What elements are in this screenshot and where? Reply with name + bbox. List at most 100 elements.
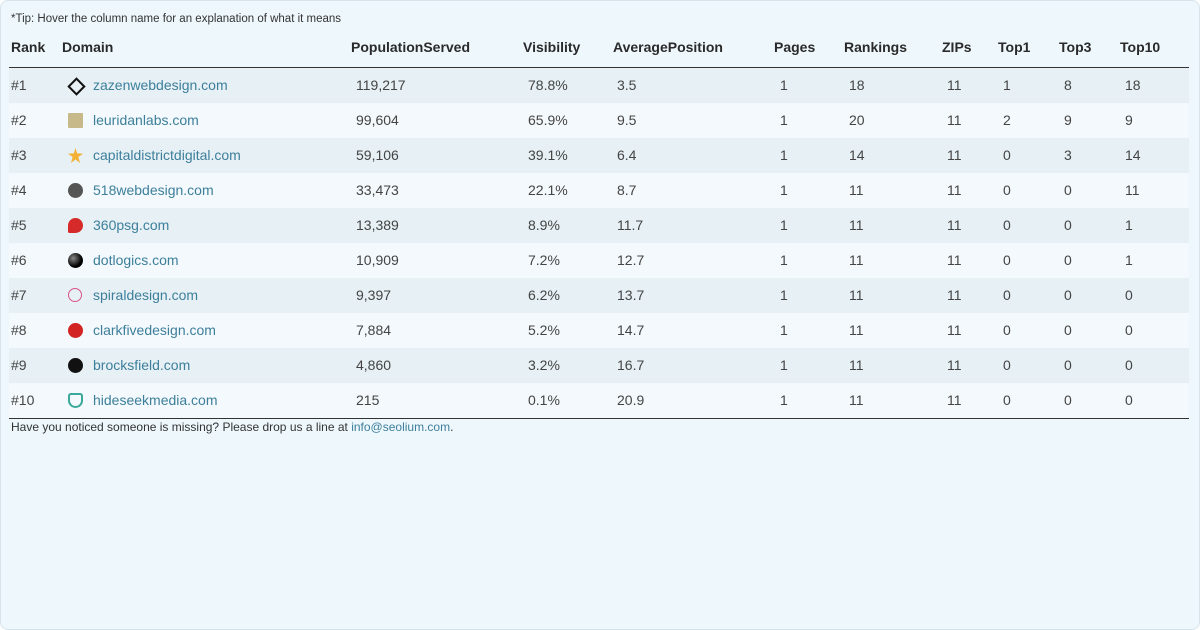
domain-link[interactable]: zazenwebdesign.com	[93, 77, 228, 93]
cell: 3	[1064, 147, 1072, 163]
column-header[interactable]: AveragePosition	[613, 39, 723, 55]
cell: 12.7	[617, 252, 645, 268]
cell: 9	[1064, 112, 1072, 128]
cell: 6.2%	[528, 287, 560, 303]
cell: 1	[780, 357, 788, 373]
column-header[interactable]: Top10	[1120, 39, 1161, 55]
domain-icon	[68, 323, 83, 338]
cell: 0	[1125, 287, 1133, 303]
footer-end: .	[450, 420, 454, 434]
domain-icon	[67, 77, 86, 96]
cell: #10	[11, 392, 35, 408]
cell: 0	[1003, 252, 1011, 268]
cell: 18	[849, 77, 865, 93]
cell: 3.5	[617, 77, 637, 93]
cell: 11	[947, 182, 962, 198]
table-row: #1 zazenwebdesign.com 119,217 78.8% 3.5 1 18 11…	[9, 68, 1189, 103]
domain-link[interactable]: clarkfivedesign.com	[93, 322, 216, 338]
column-header[interactable]: Top1	[998, 39, 1031, 55]
cell: 11	[947, 217, 962, 233]
email-link[interactable]: info@seolium.com	[351, 420, 451, 434]
table-row: #10 hideseekmedia.com 215 0.1% 20.9 1 11 11 0 0 0	[9, 383, 1189, 418]
column-header[interactable]: Pages	[774, 39, 816, 55]
domain-link[interactable]: 360psg.com	[93, 217, 170, 233]
cell: 13,389	[356, 217, 399, 233]
cell: #7	[11, 287, 27, 303]
domain-icon	[68, 288, 82, 302]
cell: 0	[1003, 287, 1011, 303]
table-row: #2 leuridanlabs.com 99,604 65.9% 9.5 1 20 11 2 9 9	[9, 103, 1189, 138]
cell: 1	[780, 77, 788, 93]
domain-link[interactable]: capitaldistrictdigital.com	[93, 147, 241, 163]
cell: 0	[1064, 217, 1072, 233]
tip: *Tip: Hover the column name for an expla…	[11, 13, 342, 25]
cell: 0	[1064, 252, 1072, 268]
cell: #2	[11, 112, 27, 128]
cell: 33,473	[356, 182, 399, 198]
table-row: #9 brocksfield.com 4,860 3.2% 16.7 1 11 11 0 0 0	[9, 348, 1189, 383]
table-bottom-rule	[9, 418, 1189, 419]
domain-link[interactable]: brocksfield.com	[93, 357, 191, 373]
domain-icon	[68, 358, 83, 373]
cell: #4	[11, 182, 27, 198]
cell: 6.4	[617, 147, 637, 163]
cell: 0	[1003, 357, 1011, 373]
cell: 7,884	[356, 322, 392, 338]
cell: 0	[1064, 182, 1072, 198]
cell: 4,860	[356, 357, 392, 373]
cell: #1	[11, 77, 27, 93]
cell: 20	[849, 112, 865, 128]
domain-link[interactable]: 518webdesign.com	[93, 182, 214, 198]
cell: 0	[1125, 322, 1133, 338]
cell: 18	[1125, 77, 1141, 93]
domain-link[interactable]: hideseekmedia.com	[93, 392, 218, 408]
column-header[interactable]: ZIPs	[942, 39, 972, 55]
cell: 119,217	[356, 77, 406, 93]
cell: 1	[1125, 217, 1133, 233]
cell: 9,397	[356, 287, 392, 303]
domain-link[interactable]: leuridanlabs.com	[93, 112, 199, 128]
column-header[interactable]: Rank	[11, 39, 46, 55]
column-header[interactable]: Top3	[1059, 39, 1092, 55]
table-row: #3 capitaldistrictdigital.com 59,106 39.1% 6…	[9, 138, 1189, 173]
column-header[interactable]: Visibility	[523, 39, 581, 55]
cell: #9	[11, 357, 27, 373]
cell: 9	[1125, 112, 1133, 128]
cell: 11	[849, 252, 864, 268]
cell: 3.2%	[528, 357, 560, 373]
table-row: #5 360psg.com 13,389 8.9% 11.7 1 11 11 0 0 1	[9, 208, 1189, 243]
cell: 8.9%	[528, 217, 560, 233]
cell: 1	[780, 322, 788, 338]
cell: 11	[947, 77, 962, 93]
cell: 11	[849, 217, 864, 233]
cell: 8	[1064, 77, 1072, 93]
cell: 0	[1003, 182, 1011, 198]
domain-icon	[68, 183, 83, 198]
domain-icon	[68, 113, 83, 128]
column-header[interactable]: PopulationServed	[351, 39, 471, 55]
cell: 16.7	[617, 357, 645, 373]
domain-link[interactable]: spiraldesign.com	[93, 287, 199, 303]
table-row: #8 clarkfivedesign.com 7,884 5.2% 14.7 1 11 11 0…	[9, 313, 1189, 348]
cell: 65.9%	[528, 112, 568, 128]
header-rule	[9, 67, 1189, 68]
cell: 11	[947, 322, 962, 338]
cell: 2	[1003, 112, 1011, 128]
cell: 1	[1003, 77, 1011, 93]
cell: 13.7	[617, 287, 645, 303]
cell: 11	[947, 112, 962, 128]
cell: 14	[1125, 147, 1141, 163]
column-header[interactable]: Domain	[62, 39, 114, 55]
cell: #5	[11, 217, 27, 233]
column-header[interactable]: Rankings	[844, 39, 908, 55]
cell: 59,106	[356, 147, 399, 163]
cell: 11	[947, 287, 962, 303]
cell: 11	[947, 392, 962, 408]
cell: 1	[780, 147, 788, 163]
cell: 78.8%	[528, 77, 568, 93]
cell: 10,909	[356, 252, 399, 268]
cell: 0.1%	[528, 392, 560, 408]
domain-link[interactable]: dotlogics.com	[93, 252, 179, 268]
cell: 0	[1003, 217, 1011, 233]
